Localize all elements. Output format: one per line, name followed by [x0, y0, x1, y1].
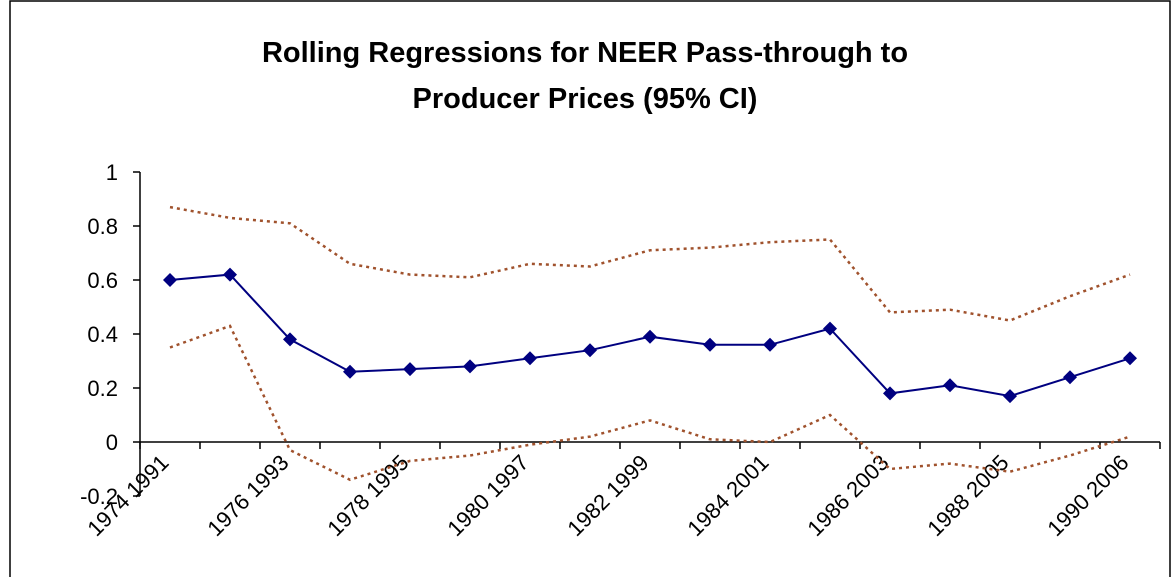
data-point: [943, 378, 957, 393]
x-tick-label: 1982 1999: [562, 450, 653, 541]
data-point: [1063, 370, 1077, 385]
data-point: [823, 321, 837, 336]
x-tick-label: 1980 1997: [442, 450, 533, 541]
y-tick-label: 0.6: [87, 268, 118, 293]
x-tick-label: 1990 2006: [1042, 450, 1133, 541]
data-point: [1123, 351, 1137, 366]
data-point: [523, 351, 537, 366]
x-tick-label: 1984 2001: [682, 450, 773, 541]
data-point: [703, 337, 717, 352]
data-point: [1003, 389, 1017, 404]
data-point: [283, 332, 297, 347]
chart-title: Rolling Regressions for NEER Pass-throug…: [261, 37, 909, 115]
data-point: [223, 267, 237, 282]
data-point: [763, 337, 777, 352]
y-tick-label: 0.2: [87, 376, 118, 401]
data-point: [343, 364, 357, 379]
y-tick-label: 0.8: [87, 214, 118, 239]
data-point: [583, 343, 597, 358]
data-point: [883, 386, 897, 401]
data-point: [403, 362, 417, 377]
y-tick-label: -0.2: [80, 484, 118, 509]
data-point: [463, 359, 477, 374]
data-point: [163, 273, 177, 287]
data-point: [643, 329, 657, 344]
x-tick-label: 1988 2005: [922, 450, 1013, 541]
y-tick-label: 0.4: [87, 322, 118, 347]
chart-frame: [9, 0, 1171, 577]
x-tick-label: 1976 1993: [202, 450, 293, 541]
ci-line: [169, 205, 1131, 322]
y-tick-label: 1: [106, 160, 118, 185]
ci-line: [169, 324, 1131, 482]
x-tick-label: 1986 2003: [802, 450, 893, 541]
y-tick-label: 0: [106, 430, 118, 455]
x-tick-label: 1978 1995: [322, 450, 413, 541]
